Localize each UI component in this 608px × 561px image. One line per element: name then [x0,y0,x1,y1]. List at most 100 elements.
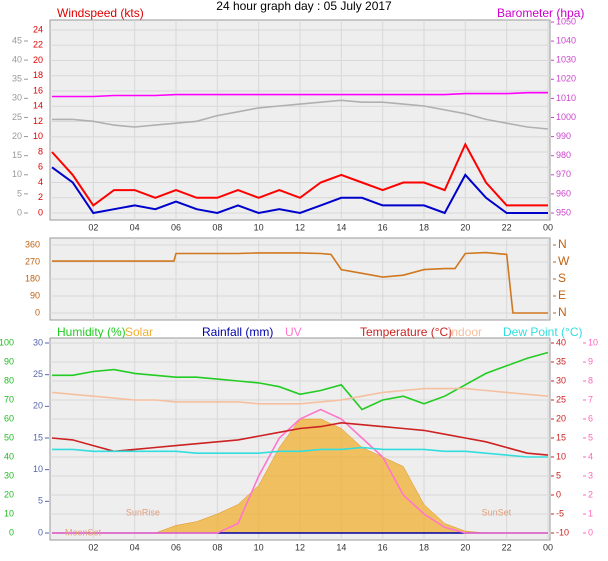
x-tick-label: 12 [295,542,305,552]
y2-tick-label: 970 [556,169,571,179]
series-line [52,91,548,98]
y2-tick-label: 30 [33,337,43,347]
y3-tick-label: 40 [556,337,566,347]
y-tick-label: 60 [4,413,14,423]
series-line [51,421,549,456]
x-tick-label: 08 [212,222,222,232]
y3-tick-label: 25 [12,112,22,122]
y-tick-label: 18 [33,70,43,80]
y3-tick-label: -10 [556,527,569,537]
x-tick-label: 16 [378,222,388,232]
chart-title: 24 hour graph day : 05 July 2017 [216,0,392,13]
series-line [52,99,549,130]
x-tick-label: 00 [543,542,553,552]
y-tick-label: 6 [38,162,43,172]
y2-tick-label: 25 [33,369,43,379]
legend-entry: Humidity (%) [57,325,126,339]
y-tick-label: 100 [0,337,14,347]
y2-tick-label: N [558,237,567,251]
y3-tick-label: 5 [17,188,22,198]
x-tick-label: 14 [336,222,346,232]
annotation: SunRise [126,507,160,517]
y2-tick-label: W [558,254,570,268]
x-tick-label: 20 [460,542,470,552]
y-tick-label: 0 [38,207,43,217]
y-axis-label: Windspeed (kts) [57,6,144,20]
y4-tick-label: 0 [588,527,593,537]
legend-entry: Dew Point (°C) [503,325,582,339]
y-tick-label: 20 [4,489,14,499]
y3-tick-label: 30 [556,375,566,385]
series-line [52,446,548,458]
y3-tick-label: 30 [12,93,22,103]
y3-tick-label: 20 [556,413,566,423]
x-tick-label: 06 [171,222,181,232]
y3-tick-label: 45 [12,35,22,45]
annotation: SunSet [482,507,512,517]
y2-tick-label: S [558,271,566,285]
x-tick-label: 20 [460,222,470,232]
y2-tick-label: 1000 [556,112,576,122]
y-tick-label: 270 [25,256,40,266]
x-tick-label: 18 [419,542,429,552]
y-tick-label: 90 [4,356,14,366]
y-tick-label: 10 [4,508,14,518]
y3-tick-label: 35 [556,356,566,366]
y2-tick-label: E [558,288,566,302]
y4-tick-label: 4 [588,451,593,461]
y-tick-label: 24 [33,24,43,34]
x-tick-label: 04 [130,542,140,552]
y-tick-label: 8 [38,146,43,156]
y-tick-label: 20 [33,55,43,65]
y2-tick-label: N [558,305,567,319]
y-tick-label: 30 [4,470,14,480]
y2-tick-label: 10 [33,464,43,474]
y3-tick-label: 10 [12,169,22,179]
y-tick-label: 50 [4,432,14,442]
series-line [51,142,548,207]
legend-entry: Indoor [448,325,482,339]
x-tick-label: 02 [88,222,98,232]
x-tick-label: 08 [212,542,222,552]
y4-tick-label: 5 [588,432,593,442]
x-tick-label: 04 [130,222,140,232]
legend-entry: UV [285,325,302,339]
y4-tick-label: 9 [588,356,593,366]
y4-tick-label: 7 [588,394,593,404]
y3-tick-label: 15 [556,432,566,442]
legend-entry: Rainfall (mm) [202,325,273,339]
x-tick-label: 00 [543,222,553,232]
y4-tick-label: 10 [588,337,598,347]
y-tick-label: 4 [38,177,43,187]
y3-tick-label: -5 [556,508,564,518]
y-tick-label: 70 [4,394,14,404]
legend-entry: Temperature (°C) [360,325,452,339]
y-tick-label: 12 [33,116,43,126]
y3-tick-label: 20 [12,131,22,141]
x-tick-label: 02 [88,542,98,552]
y4-tick-label: 6 [588,413,593,423]
y2-tick-label: 1010 [556,93,576,103]
y2-tick-label: 990 [556,131,571,141]
y2-axis-label: Barometer (hpa) [497,6,584,20]
x-tick-label: 18 [419,222,429,232]
y3-tick-label: 0 [17,207,22,217]
series-line [51,166,548,215]
y2-tick-label: 1040 [556,35,576,45]
y4-tick-label: 3 [588,470,593,480]
y4-tick-label: 8 [588,375,593,385]
y2-tick-label: 980 [556,150,571,160]
series-line [52,351,549,411]
x-tick-label: 22 [502,542,512,552]
x-tick-label: 12 [295,222,305,232]
y3-tick-label: 35 [12,74,22,84]
y4-tick-label: 1 [588,508,593,518]
x-tick-label: 10 [254,542,264,552]
y2-tick-label: 960 [556,188,571,198]
y2-tick-label: 1030 [556,55,576,65]
x-tick-label: 06 [171,542,181,552]
y3-tick-label: 5 [556,470,561,480]
series-line [52,251,548,314]
y3-tick-label: 40 [12,54,22,64]
